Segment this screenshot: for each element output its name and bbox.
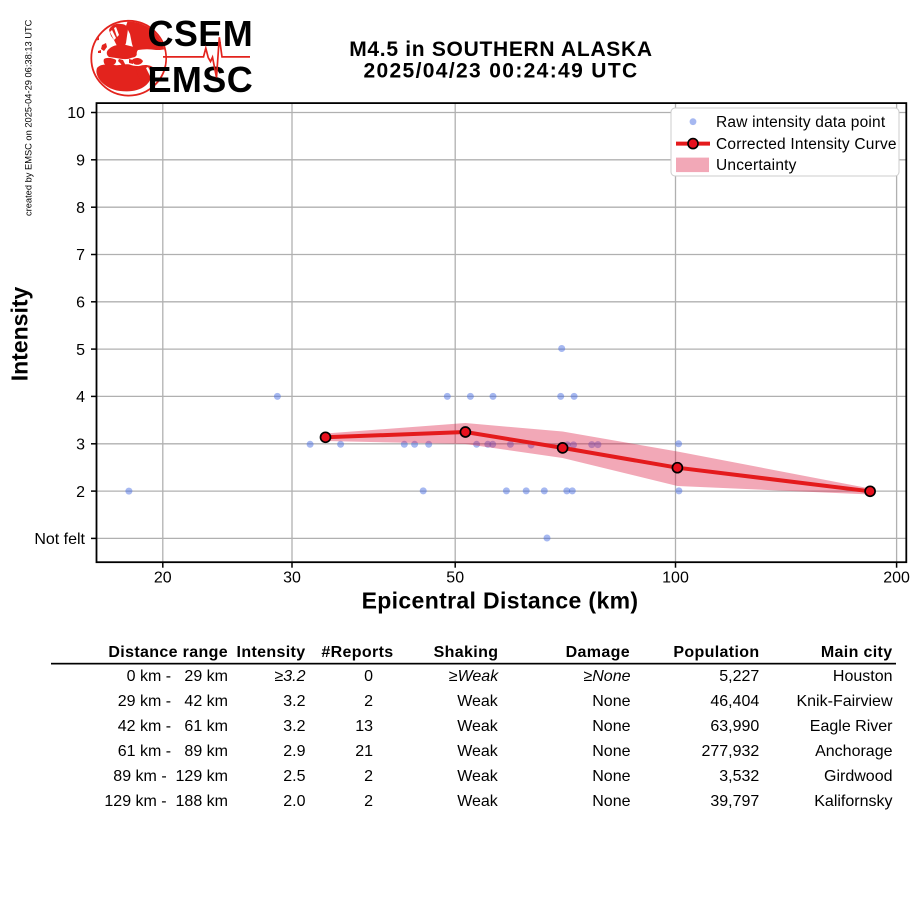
svg-text:20: 20 (154, 570, 172, 587)
svg-text:M4.5 in SOUTHERN ALASKA: M4.5 in SOUTHERN ALASKA (349, 38, 653, 61)
svg-text:7: 7 (76, 247, 85, 264)
svg-text:Weak: Weak (457, 693, 499, 710)
svg-text:5: 5 (76, 342, 85, 359)
svg-text:3,532: 3,532 (719, 768, 759, 785)
svg-text:Intensity: Intensity (7, 287, 33, 382)
svg-text:21: 21 (355, 743, 373, 760)
svg-text:Not felt: Not felt (34, 531, 85, 548)
svg-text:None: None (592, 693, 630, 710)
svg-text:42 km - 61 km: 42 km - 61 km (118, 718, 228, 735)
svg-text:46,404: 46,404 (710, 693, 759, 710)
svg-text:4: 4 (76, 389, 85, 406)
svg-text:13: 13 (355, 718, 373, 735)
svg-text:Epicentral Distance (km): Epicentral Distance (km) (362, 588, 639, 614)
svg-text:Anchorage: Anchorage (815, 743, 892, 760)
svg-text:29 km - 42 km: 29 km - 42 km (118, 693, 228, 710)
svg-text:Main city: Main city (821, 644, 893, 661)
svg-text:Population: Population (673, 644, 759, 661)
svg-text:2.9: 2.9 (283, 743, 305, 760)
svg-text:≥None: ≥None (583, 668, 630, 685)
svg-text:61 km - 89 km: 61 km - 89 km (118, 743, 228, 760)
svg-text:2: 2 (76, 484, 85, 501)
svg-text:277,932: 277,932 (701, 743, 759, 760)
svg-text:63,990: 63,990 (710, 718, 759, 735)
svg-text:None: None (592, 793, 630, 810)
svg-text:8: 8 (76, 200, 85, 217)
svg-text:2: 2 (364, 793, 373, 810)
svg-text:5,227: 5,227 (719, 668, 759, 685)
svg-text:Raw intensity data point: Raw intensity data point (716, 114, 886, 131)
svg-text:0 km - 29 km: 0 km - 29 km (127, 668, 228, 685)
svg-text:Damage: Damage (566, 644, 630, 661)
svg-text:Girdwood: Girdwood (824, 768, 892, 785)
svg-text:Weak: Weak (457, 768, 499, 785)
svg-text:0: 0 (364, 668, 373, 685)
svg-text:None: None (592, 743, 630, 760)
svg-text:6: 6 (76, 295, 85, 312)
svg-text:50: 50 (446, 570, 464, 587)
svg-text:≥Weak: ≥Weak (449, 668, 499, 685)
svg-text:10: 10 (67, 105, 85, 122)
svg-text:Corrected Intensity Curve: Corrected Intensity Curve (716, 136, 897, 153)
svg-text:Shaking: Shaking (434, 644, 499, 661)
svg-text:89 km - 129 km: 89 km - 129 km (113, 768, 228, 785)
svg-text:EMSC: EMSC (148, 59, 254, 100)
svg-text:Eagle River: Eagle River (810, 718, 893, 735)
svg-text:Distance range: Distance range (108, 644, 228, 661)
svg-text:200: 200 (883, 570, 910, 587)
svg-text:Intensity: Intensity (237, 644, 306, 661)
svg-text:Kalifornsky: Kalifornsky (814, 793, 892, 810)
svg-text:3: 3 (76, 437, 85, 454)
svg-text:2025/04/23 00:24:49 UTC: 2025/04/23 00:24:49 UTC (363, 60, 638, 83)
svg-text:None: None (592, 768, 630, 785)
svg-text:None: None (592, 718, 630, 735)
svg-text:Uncertainty: Uncertainty (716, 157, 797, 174)
svg-text:Houston: Houston (833, 668, 893, 685)
svg-text:Weak: Weak (457, 743, 499, 760)
svg-text:2.0: 2.0 (283, 793, 305, 810)
svg-text:39,797: 39,797 (710, 793, 759, 810)
svg-text:2.5: 2.5 (283, 768, 305, 785)
svg-text:2: 2 (364, 693, 373, 710)
svg-text:2: 2 (364, 768, 373, 785)
svg-text:Weak: Weak (457, 793, 499, 810)
svg-text:100: 100 (662, 570, 689, 587)
svg-text:Weak: Weak (457, 718, 499, 735)
svg-text:Knik-Fairview: Knik-Fairview (796, 693, 892, 710)
svg-text:3.2: 3.2 (283, 718, 305, 735)
svg-text:9: 9 (76, 153, 85, 170)
svg-text:CSEM: CSEM (148, 13, 254, 54)
svg-text:created by EMSC on 2025-04-29: created by EMSC on 2025-04-29 06:38:13 U… (24, 19, 34, 216)
svg-text:129 km - 188 km: 129 km - 188 km (104, 793, 228, 810)
svg-text:≥3.2: ≥3.2 (274, 668, 305, 685)
svg-text:30: 30 (283, 570, 301, 587)
svg-text:#Reports: #Reports (321, 644, 393, 661)
svg-text:3.2: 3.2 (283, 693, 305, 710)
